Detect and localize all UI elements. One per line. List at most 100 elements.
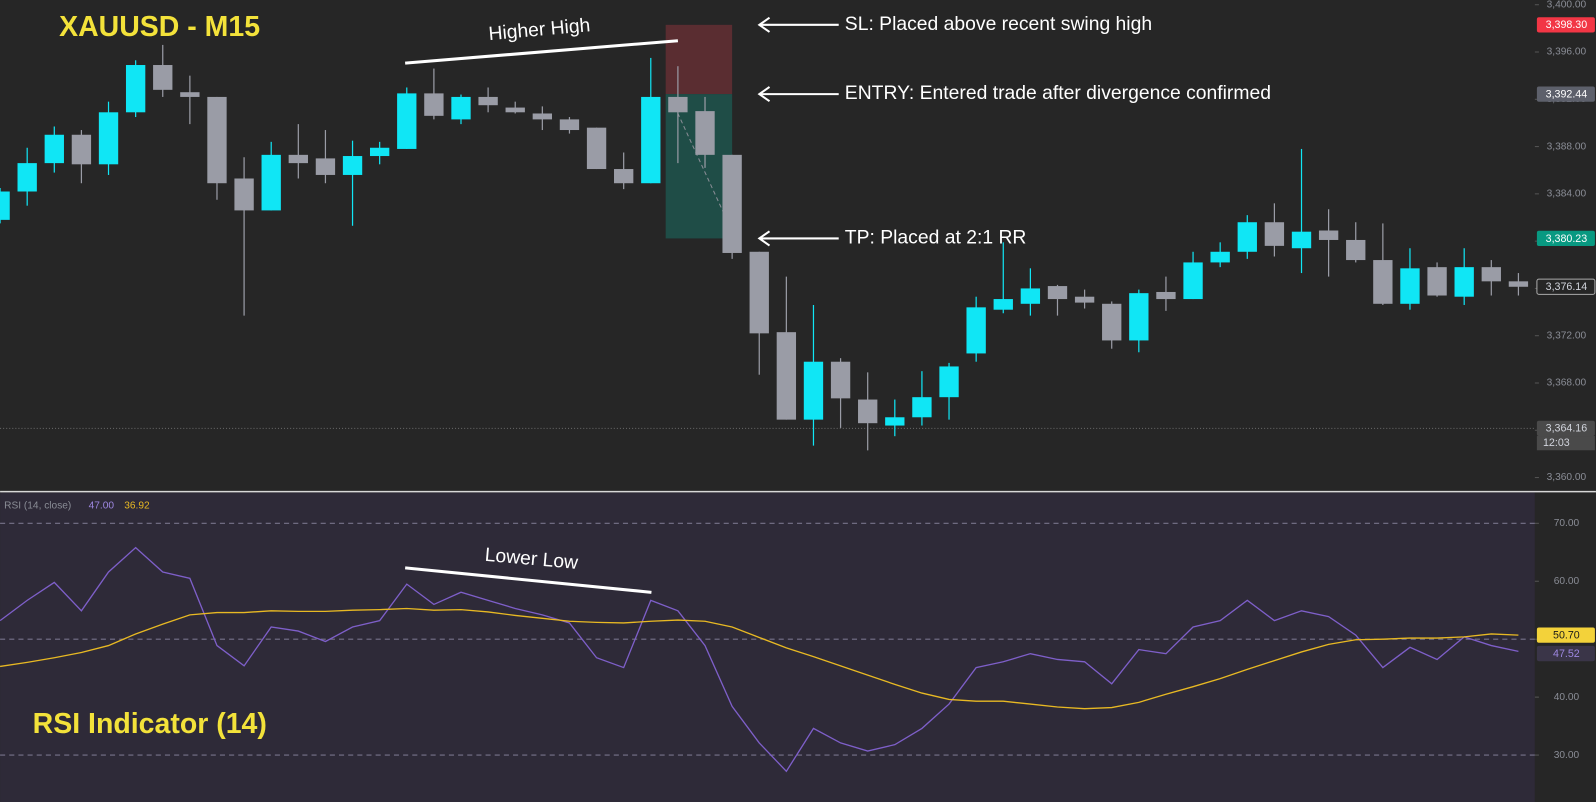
candle-body	[1373, 260, 1393, 304]
candle-body	[397, 93, 417, 149]
price-tag-label: 3,380.23	[1546, 233, 1588, 245]
candle-body	[1047, 286, 1068, 300]
candle-body	[586, 127, 607, 170]
candle-body	[207, 96, 227, 184]
candle-body	[1102, 303, 1122, 341]
annotations: SL: Placed above recent swing high ENTRY:…	[757, 14, 1271, 249]
candle-body	[939, 366, 959, 398]
price-tag	[1536, 230, 1595, 247]
candle-body	[885, 417, 905, 426]
candle-body	[505, 107, 525, 113]
grid	[0, 427, 1535, 756]
candle-body	[424, 93, 444, 116]
candle-body	[912, 397, 932, 418]
rsi-title: RSI Indicator (14)	[33, 708, 267, 740]
candle-body	[98, 112, 119, 165]
stop-loss-zone	[665, 24, 733, 95]
y-tick-label: 3,360.00	[1547, 472, 1587, 483]
candle-body	[1074, 296, 1095, 303]
candle-body	[71, 134, 92, 165]
trend-line	[404, 566, 652, 594]
candle-body	[532, 113, 553, 120]
candle-body	[722, 154, 742, 253]
arrow-head	[757, 16, 771, 33]
y-tick-label: 3,372.00	[1547, 330, 1587, 341]
candle-body	[1454, 267, 1474, 297]
candle-body	[44, 134, 64, 164]
candle-body	[153, 65, 173, 90]
axes: 3,360.003,364.003,368.003,372.003,376.00…	[1534, 0, 1596, 761]
countdown: 12:03	[1543, 437, 1570, 449]
rsi-pane	[0, 492, 1535, 802]
candle-body	[1400, 268, 1420, 304]
candle-body	[803, 361, 824, 420]
y-tick-label: 3,388.00	[1547, 141, 1587, 152]
arrow-head	[757, 86, 771, 103]
y-tick-label: 40.00	[1554, 692, 1580, 703]
candle-body	[369, 147, 390, 157]
rsi-lines	[0, 546, 1519, 773]
price-tag-label: 3,364.16	[1546, 423, 1588, 435]
candle-body	[125, 65, 146, 113]
rsi-header: RSI (14, close)	[4, 501, 71, 512]
trend-line	[405, 39, 679, 65]
price-tag-label: 47.52	[1553, 648, 1580, 660]
annotation: ENTRY: Entered trade after divergence co…	[845, 83, 1271, 104]
candle-body	[0, 191, 10, 220]
candle-body	[559, 119, 580, 131]
candle-body	[17, 163, 37, 192]
candle-body	[1264, 222, 1285, 246]
candle-body	[342, 156, 363, 175]
price-tag-label: 3,398.30	[1546, 19, 1588, 31]
candle-body	[1427, 267, 1447, 296]
candle-body	[1129, 293, 1149, 341]
price-tag	[1536, 645, 1595, 662]
position-tool	[665, 24, 733, 239]
candle-body	[993, 299, 1013, 310]
candle-body	[830, 361, 851, 399]
candle-body	[776, 332, 797, 420]
rsi-line	[0, 607, 1519, 710]
annotation: SL: Placed above recent swing high	[845, 14, 1152, 35]
y-tick-label: 3,368.00	[1547, 378, 1587, 389]
candle-body	[695, 111, 715, 155]
candle-body	[261, 154, 281, 211]
candle-body	[1481, 267, 1501, 282]
candle-body	[966, 307, 986, 354]
price-tag	[1536, 627, 1595, 643]
annotation: TP: Placed at 2:1 RR	[845, 228, 1027, 249]
arrow-head	[757, 230, 771, 247]
candle-body	[1156, 291, 1176, 300]
candle-body	[234, 178, 254, 211]
candle-body	[1318, 230, 1339, 240]
y-tick-label: 70.00	[1554, 518, 1580, 529]
price-tag-label: 3,392.44	[1546, 88, 1588, 100]
candle-body	[288, 154, 308, 164]
candle-body	[614, 169, 634, 184]
price-tag-label: 3,376.14	[1546, 281, 1588, 293]
candle-body	[451, 96, 471, 120]
countdown-bg	[1536, 436, 1595, 451]
price-tag	[1536, 86, 1595, 102]
candle-body	[1508, 281, 1529, 287]
candle-body	[749, 251, 769, 334]
price-pane	[0, 0, 1596, 491]
candle-body	[1291, 231, 1312, 249]
y-tick-label: 60.00	[1554, 576, 1580, 587]
chart-title: XAUUSD - M15	[59, 11, 260, 43]
candles	[0, 44, 1529, 451]
entry-to-target	[671, 99, 727, 219]
rsi-header-value: 47.00	[89, 501, 115, 512]
candle-body	[478, 96, 498, 106]
y-tick-label: 3,400.00	[1547, 0, 1587, 10]
candle-body	[180, 92, 200, 97]
price-tag	[1536, 17, 1595, 33]
y-tick-label: 3,384.00	[1547, 189, 1587, 200]
candle-body	[1183, 262, 1203, 300]
candle-body	[315, 158, 336, 175]
y-tick-label: 3,396.00	[1547, 47, 1587, 58]
candle-body	[1210, 251, 1230, 263]
candle-body	[858, 399, 878, 424]
